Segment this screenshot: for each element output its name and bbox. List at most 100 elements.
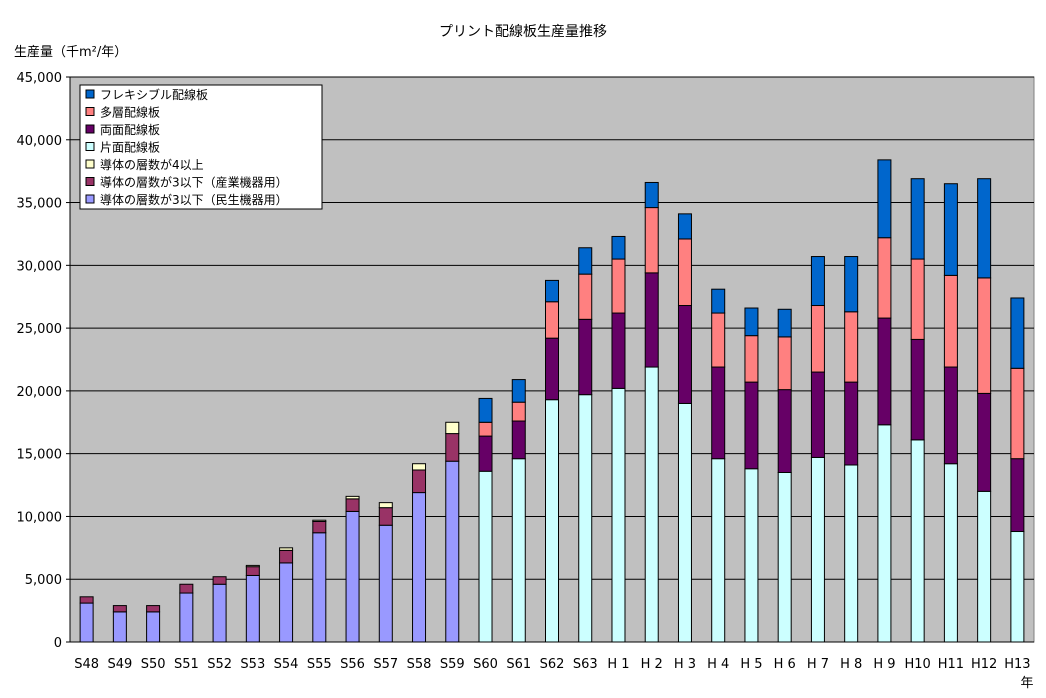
x-tick-label: S62 [540, 657, 565, 672]
bar-segment [844, 256, 859, 313]
bar-segment [977, 277, 992, 394]
bar-segment [378, 502, 393, 509]
bar-segment [977, 178, 992, 279]
legend-label: 多層配線板 [100, 105, 160, 120]
bar-segment [245, 566, 260, 576]
bar-segment [445, 460, 460, 643]
bar-segment [611, 258, 626, 314]
bar-segment [943, 366, 958, 465]
x-tick-label: S57 [373, 657, 398, 672]
bar-segment [943, 183, 958, 276]
bar-segment [545, 301, 559, 339]
x-tick-label: H 3 [674, 657, 696, 672]
x-tick-label: S51 [174, 657, 199, 672]
x-tick-label: S56 [340, 657, 365, 672]
bar-segment [412, 492, 427, 643]
bar-segment [677, 402, 692, 643]
bar-segment [212, 583, 227, 643]
x-tick-label: S50 [141, 657, 166, 672]
x-tick-label: S52 [207, 657, 232, 672]
legend-box [79, 84, 323, 210]
bar-segment [378, 524, 393, 643]
bar-segment [644, 366, 659, 643]
bar-segment [345, 510, 360, 643]
bar-segment [810, 456, 825, 643]
legend-label: 導体の層数が3以下（民生機器用） [100, 192, 288, 207]
legend-label: 導体の層数が3以下（産業機器用） [100, 175, 288, 190]
legend-swatch [85, 124, 95, 134]
y-tick-label: 10,000 [17, 510, 63, 525]
bar-segment [877, 317, 892, 426]
x-tick-label: H 8 [840, 657, 862, 672]
bar-segment [711, 312, 726, 368]
bar-segment [146, 611, 161, 643]
x-tick-label: S61 [506, 657, 531, 672]
x-tick-label: S63 [573, 657, 598, 672]
legend-label: 片面配線板 [100, 140, 160, 155]
y-tick-label: 0 [54, 636, 62, 651]
bar-segment [511, 458, 526, 643]
bar-segment [578, 394, 593, 643]
bar-segment [79, 596, 94, 604]
bar-segment [245, 564, 260, 568]
y-tick-label: 35,000 [17, 197, 63, 212]
x-tick-label: S48 [74, 657, 99, 672]
bar-segment [777, 472, 792, 643]
bar-segment [478, 435, 493, 472]
x-tick-label: H 5 [740, 657, 762, 672]
bar-segment [877, 424, 892, 643]
bar-segment [312, 532, 327, 643]
bar-segment [910, 258, 925, 340]
bar-segment [744, 468, 759, 643]
bar-segment [677, 305, 692, 404]
bar-segment [744, 307, 759, 337]
bar-segment [777, 308, 792, 338]
bar-segment [511, 420, 526, 460]
bar-segment [677, 213, 692, 240]
bar-segment [711, 366, 726, 460]
bar-segment [478, 421, 493, 437]
bar-segment [844, 381, 859, 466]
bar-segment [245, 574, 260, 643]
bar-segment [611, 312, 626, 389]
x-tick-label: H13 [1004, 657, 1030, 672]
bar-segment [810, 371, 825, 458]
bar-segment [179, 583, 194, 594]
bar-segment [777, 389, 792, 473]
x-tick-label: S55 [307, 657, 332, 672]
bar-segment [611, 387, 626, 643]
legend-label: フレキシブル配線板 [100, 87, 208, 102]
x-axis-label: 年 [1020, 676, 1033, 691]
bar-segment [345, 498, 360, 512]
legend-swatch [85, 89, 95, 99]
x-tick-label: H 9 [873, 657, 895, 672]
bar-segment [112, 611, 127, 643]
legend-label: 導体の層数が4以上 [100, 157, 204, 172]
bar-segment [279, 547, 294, 551]
bar-segment [744, 335, 759, 383]
y-tick-label: 40,000 [17, 134, 63, 149]
bar-segment [279, 549, 294, 564]
bar-segment [445, 433, 460, 462]
legend-label: 両面配線板 [100, 122, 160, 137]
bar-segment [877, 159, 892, 239]
bar-segment [611, 235, 626, 260]
bar-segment [677, 238, 692, 307]
x-tick-label: H 7 [807, 657, 829, 672]
bar-segment [977, 392, 992, 492]
bar-segment [279, 562, 294, 643]
x-tick-label: S59 [440, 657, 465, 672]
bar-segment [1010, 531, 1025, 643]
bar-segment [545, 337, 559, 401]
bar-segment [478, 470, 493, 643]
bar-segment [1010, 367, 1025, 460]
x-tick-label: S54 [274, 657, 299, 672]
bar-segment [977, 490, 992, 643]
y-tick-label: 5,000 [25, 573, 62, 588]
bar-segment [212, 576, 227, 585]
bar-segment [146, 605, 161, 613]
legend-swatch [85, 194, 95, 204]
bar-segment [844, 311, 859, 383]
x-tick-label: H 4 [707, 657, 729, 672]
